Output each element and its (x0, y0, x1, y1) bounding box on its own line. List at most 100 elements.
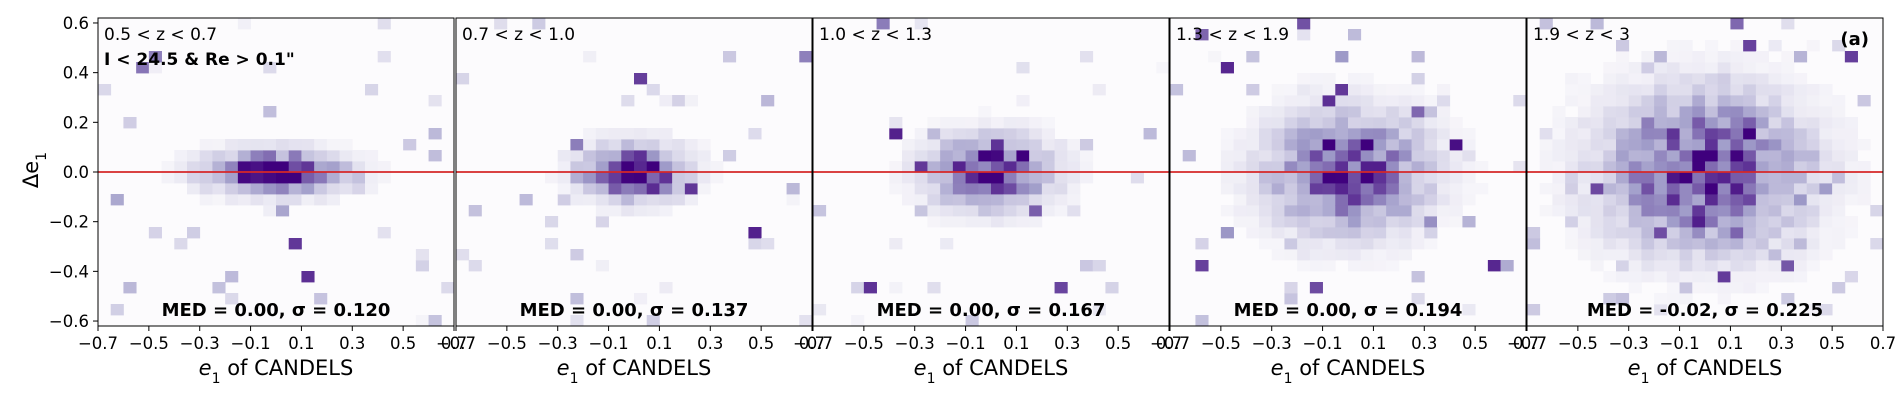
heatmap-cell (1297, 117, 1311, 129)
heatmap-cell (199, 139, 213, 151)
x-tick-label: 0.7 (1870, 334, 1896, 353)
heatmap-cell (403, 139, 417, 151)
heatmap-cell (646, 172, 660, 184)
heatmap-cell (1233, 139, 1247, 151)
heatmap-cell (1692, 227, 1706, 239)
heatmap-cell (1386, 161, 1400, 173)
heatmap-cell (1832, 95, 1846, 107)
heatmap-cell (1717, 271, 1731, 283)
heatmap-cell (1259, 117, 1273, 129)
heatmap-cell (1322, 216, 1336, 228)
heatmap-cell (1271, 227, 1285, 239)
heatmap-cell (1565, 216, 1579, 228)
heatmap-cell (570, 315, 584, 327)
heatmap-cell (1360, 73, 1374, 85)
heatmap-cell (263, 106, 277, 118)
heatmap-cell (1705, 40, 1719, 52)
heatmap-cell (1360, 260, 1374, 272)
heatmap-cell (1781, 205, 1795, 217)
heatmap-cell (965, 172, 979, 184)
heatmap-cell (723, 51, 737, 63)
heatmap-cell (1781, 95, 1795, 107)
heatmap-cell (1679, 161, 1693, 173)
heatmap-cell (326, 161, 340, 173)
heatmap-cell (1143, 128, 1157, 140)
heatmap-cell (1717, 150, 1731, 162)
heatmap-cell (1449, 128, 1463, 140)
heatmap-cell (940, 194, 954, 206)
heatmap-cell (1590, 216, 1604, 228)
heatmap-cell (927, 282, 941, 294)
heatmap-cell (1616, 183, 1630, 195)
heatmap-cell (965, 150, 979, 162)
heatmap-cell (1590, 227, 1604, 239)
heatmap-cell (1539, 128, 1553, 140)
heatmap-cell (1755, 271, 1769, 283)
heatmap-cell (557, 194, 571, 206)
heatmap-cell (1309, 260, 1323, 272)
heatmap-cell (748, 128, 762, 140)
plot-frame (455, 17, 813, 327)
heatmap-cell (1679, 73, 1693, 85)
heatmap-cell (1819, 216, 1833, 228)
heatmap-cell (1386, 128, 1400, 140)
heatmap-cell (952, 216, 966, 228)
heatmap-cell (1284, 194, 1298, 206)
heatmap-cell (1654, 271, 1668, 283)
heatmap-cell (1475, 183, 1489, 195)
heatmap-cell (646, 161, 660, 173)
heatmap-cell (1539, 18, 1553, 30)
x-tick-label: 0.1 (288, 334, 314, 353)
heatmap-cell (1322, 150, 1336, 162)
x-axis-label-text: of CANDELS (579, 356, 712, 380)
heatmap-cell (902, 139, 916, 151)
heatmap-cell (813, 304, 827, 316)
heatmap-cell (1054, 205, 1068, 217)
x-tick-label: 0.1 (1360, 334, 1386, 353)
heatmap-cell (1679, 139, 1693, 151)
heatmap-cell (1246, 216, 1260, 228)
x-tick-label: −0.7 (793, 334, 833, 353)
heatmap-cell (519, 194, 533, 206)
heatmap-cell (1857, 161, 1871, 173)
heatmap-cell (288, 172, 302, 184)
heatmap-cell (199, 194, 213, 206)
heatmap-cell (1577, 128, 1591, 140)
heatmap-cell (1768, 249, 1782, 261)
heatmap-cell (1692, 260, 1706, 272)
heatmap-cell (1233, 194, 1247, 206)
heatmap-cell (1654, 260, 1668, 272)
heatmap-cell (1309, 84, 1323, 96)
heatmap-cell (225, 150, 239, 162)
heatmap-cell (1411, 51, 1425, 63)
panel-tag-label: (a) (1840, 29, 1869, 50)
heatmap-cell (1743, 216, 1757, 228)
heatmap-cell (339, 139, 353, 151)
heatmap-cell (1348, 161, 1362, 173)
heatmap-cell (1717, 249, 1731, 261)
heatmap-cell (1398, 150, 1412, 162)
heatmap-cell (1322, 139, 1336, 151)
heatmap-cell (1322, 128, 1336, 140)
heatmap-cell (659, 139, 673, 151)
heatmap-cell (1590, 194, 1604, 206)
heatmap-cell (1705, 73, 1719, 85)
heatmap-cell (1449, 172, 1463, 184)
x-tick-label: 0.1 (1717, 334, 1743, 353)
heatmap-cell (927, 139, 941, 151)
heatmap-cell (1259, 172, 1273, 184)
heatmap-cell (1705, 139, 1719, 151)
heatmap-cell (1398, 172, 1412, 184)
heatmap-cell (978, 172, 992, 184)
panel-2: −0.7 −0.5 −0.3 −0.1 0.1 0.3 0.5 0.7 e1 of CANDEL… (436, 17, 825, 387)
heatmap-cell (1806, 238, 1820, 250)
heatmap-cell (1654, 172, 1668, 184)
heatmap-cell (646, 194, 660, 206)
heatmap-cell (237, 194, 251, 206)
heatmap-cell (1844, 128, 1858, 140)
heatmap-cell (1233, 172, 1247, 184)
heatmap-cell (1705, 150, 1719, 162)
heatmap-cell (237, 172, 251, 184)
heatmap-cell (1386, 249, 1400, 261)
heatmap-cell (1259, 150, 1273, 162)
